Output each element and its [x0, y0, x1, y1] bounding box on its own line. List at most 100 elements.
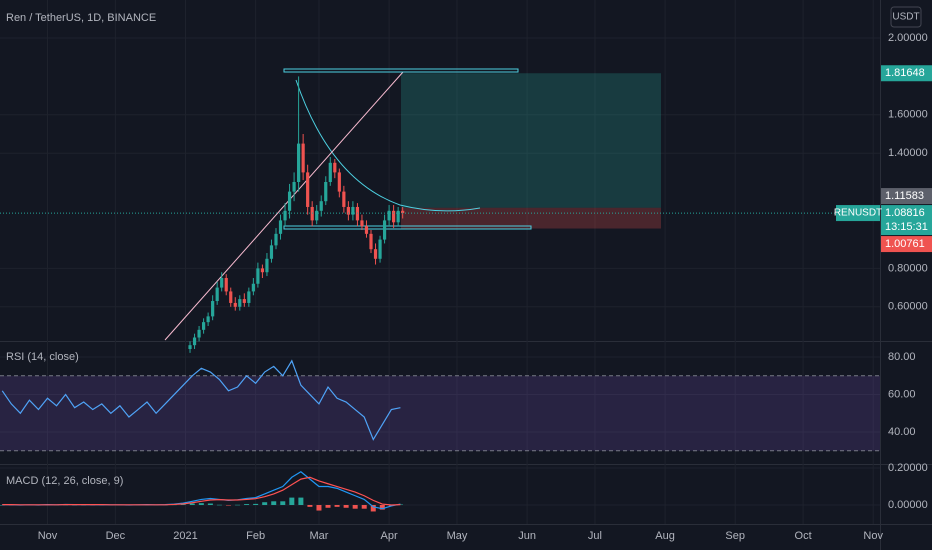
y-tick-label: 1.40000	[888, 147, 928, 159]
profit-zone	[401, 73, 661, 208]
histogram-bar	[207, 503, 213, 505]
candle-body	[401, 210, 405, 214]
candle-body	[260, 268, 265, 273]
candle-body	[220, 277, 224, 288]
candle-body	[238, 299, 242, 307]
candle-body	[392, 210, 396, 223]
x-tick-label: Apr	[381, 530, 398, 542]
candle-body	[396, 210, 400, 223]
symbol-label: RENUSDT	[834, 208, 882, 219]
histogram-bar	[316, 504, 322, 511]
y-tick-label: 0.60000	[888, 301, 928, 313]
candle-body	[265, 258, 269, 273]
histogram-bar	[72, 504, 78, 506]
candle-body	[251, 283, 255, 292]
resistance-line	[283, 68, 519, 73]
histogram-bar	[352, 504, 358, 509]
countdown: 13:15:31	[885, 221, 928, 233]
candle-body	[355, 206, 360, 221]
price-label-box	[881, 188, 932, 205]
rsi-band	[0, 375, 880, 451]
y-tick-label: 2.00000	[888, 32, 928, 44]
rsi-line	[1, 359, 401, 441]
histogram-bar	[379, 504, 385, 510]
candle-body	[337, 172, 341, 192]
candle-body	[378, 239, 382, 259]
candle-body	[346, 206, 350, 215]
histogram-bar	[0, 504, 5, 506]
candle-body	[192, 337, 197, 346]
candle-body	[269, 245, 274, 259]
macd-title: MACD (12, 26, close, 9)	[6, 475, 123, 487]
histogram-bar	[81, 504, 87, 506]
x-tick-label: Sep	[725, 530, 745, 542]
candle-body	[201, 322, 206, 330]
candle-body	[319, 201, 323, 211]
candle-body	[373, 249, 378, 259]
histogram-bar	[244, 504, 250, 505]
candle-body	[315, 210, 319, 221]
candle-body	[342, 191, 346, 207]
layer	[0, 0, 880, 524]
price-label-box	[881, 205, 932, 236]
histogram-bar	[289, 497, 295, 505]
y-tick-label: 0.20000	[888, 462, 928, 474]
price-label-box	[881, 65, 932, 82]
y-tick-label: 0.80000	[888, 262, 928, 274]
x-tick-label: Dec	[106, 530, 126, 542]
x-tick-label: May	[447, 530, 468, 542]
chart-title: Ren / TetherUS, 1D, BINANCE	[6, 12, 156, 24]
histogram-bar	[180, 504, 186, 505]
x-tick-label: Feb	[246, 530, 265, 542]
x-tick-label: Oct	[795, 530, 812, 542]
unit-button[interactable]	[890, 6, 922, 28]
histogram-bar	[280, 501, 286, 505]
symbol-label-box	[836, 205, 880, 222]
candle-body	[360, 220, 364, 227]
candle-body	[229, 291, 233, 303]
price-label: 1.11583	[885, 190, 924, 202]
candle-body	[197, 329, 201, 338]
candle-body	[211, 301, 215, 317]
unit-label[interactable]: USDT	[892, 12, 919, 23]
y-tick-label: 1.60000	[888, 109, 928, 121]
histogram-bar	[271, 501, 277, 505]
x-tick-label: Aug	[655, 530, 675, 542]
candle-body	[364, 226, 369, 234]
candle-body	[333, 162, 337, 173]
candle-body	[292, 181, 296, 192]
candle-body	[188, 345, 192, 350]
y-tick-label: 80.00	[888, 351, 916, 363]
macd-line	[2, 476, 401, 506]
loss-zone	[401, 207, 661, 229]
histogram-bar	[253, 503, 259, 505]
histogram-bar	[343, 504, 349, 508]
x-tick-label: Jul	[588, 530, 602, 542]
candle-body	[274, 233, 278, 246]
drawing-arc	[295, 79, 481, 212]
histogram-bar	[262, 502, 268, 505]
x-tick-label: 2021	[173, 530, 197, 542]
support-line	[283, 225, 532, 230]
candle-body	[283, 210, 287, 221]
y-tick-label: 60.00	[888, 388, 916, 400]
histogram-bar	[189, 503, 195, 505]
price-label: 1.08816	[885, 207, 925, 219]
histogram-bar	[370, 504, 376, 512]
candle-body	[301, 143, 305, 173]
histogram-bar	[325, 504, 331, 508]
y-tick-label: 0.00000	[888, 499, 928, 511]
candle-body	[382, 220, 387, 240]
candle-body	[224, 277, 228, 292]
candle-body	[297, 143, 301, 182]
candle-body	[233, 302, 237, 307]
x-tick-label: Jun	[518, 530, 536, 542]
histogram-bar	[225, 504, 231, 506]
x-tick-label: Nov	[863, 530, 883, 542]
candle-body	[256, 268, 260, 284]
candle-body	[306, 172, 310, 207]
price-label: 1.00761	[885, 238, 925, 250]
histogram-bar	[334, 504, 340, 507]
